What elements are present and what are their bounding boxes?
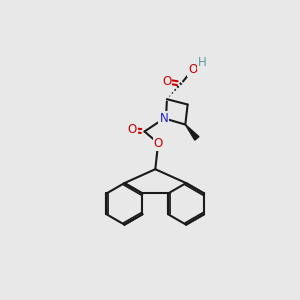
Text: O: O [162, 75, 172, 88]
Text: O: O [188, 63, 198, 76]
Text: N: N [159, 112, 168, 125]
Text: H: H [198, 56, 207, 69]
Polygon shape [185, 124, 199, 140]
Text: O: O [128, 123, 137, 136]
Text: N: N [159, 112, 168, 125]
Text: O: O [154, 137, 163, 150]
